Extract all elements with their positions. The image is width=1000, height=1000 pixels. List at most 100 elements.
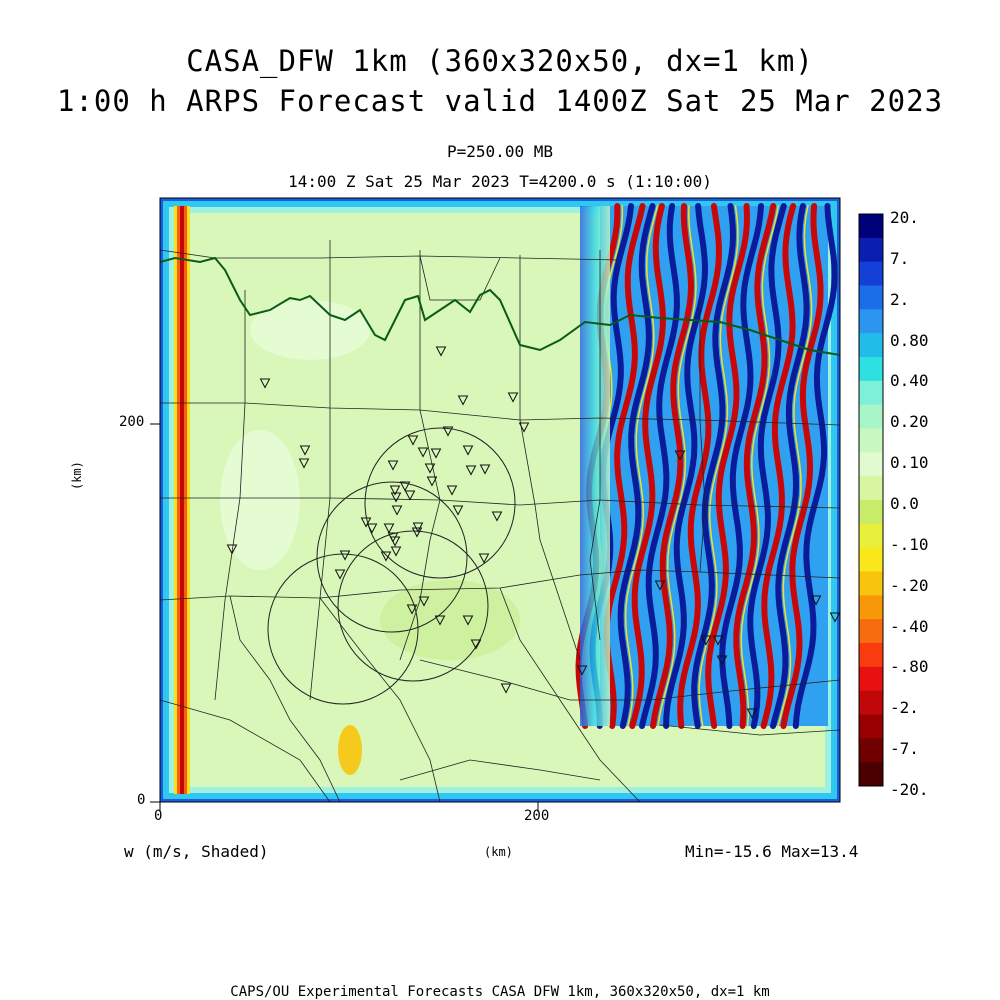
station-triangle-icon xyxy=(417,447,429,458)
station-triangle-icon xyxy=(390,492,402,503)
station-triangle-icon xyxy=(430,448,442,459)
station-triangle-icon xyxy=(407,435,419,446)
gravity-wave-bands xyxy=(575,203,838,729)
red-river-boundary xyxy=(160,256,840,356)
colorbar-swatch xyxy=(859,237,883,263)
colorbar-swatch xyxy=(859,547,883,572)
colorbar-swatch xyxy=(859,214,883,239)
station-triangle-icon xyxy=(406,604,418,615)
colorbar-label: 20. xyxy=(890,208,919,227)
colorbar-label: 7. xyxy=(890,248,910,268)
wave-band xyxy=(657,205,697,727)
wave-band xyxy=(663,203,709,729)
station-triangle-icon xyxy=(339,550,351,561)
colorbar-swatch xyxy=(859,643,883,668)
colorbar-swatch xyxy=(859,285,883,310)
footer-credit: CAPS/OU Experimental Forecasts CASA DFW … xyxy=(230,984,770,1000)
plot-title-line1: CASA_DFW 1km (360x320x50, dx=1 km) xyxy=(186,44,814,78)
colorbar-swatch xyxy=(859,476,883,501)
colorbar-swatch xyxy=(859,404,883,429)
x-tick-0: 0 xyxy=(154,808,163,824)
station-triangle-icon xyxy=(334,569,346,580)
station-triangle-icon xyxy=(380,551,392,562)
wave-band xyxy=(629,203,666,729)
vertical-velocity-field xyxy=(160,198,840,802)
colorbar-swatch xyxy=(859,738,883,763)
station-triangle-icon xyxy=(259,378,271,389)
colorbar-swatch xyxy=(859,619,883,644)
station-triangle-icon xyxy=(299,445,311,456)
county-boundaries xyxy=(160,240,840,802)
station-triangle-icon xyxy=(470,639,482,650)
station-triangle-icon xyxy=(226,544,238,555)
radar-range-rings xyxy=(267,427,516,705)
station-triangle-icon xyxy=(298,458,310,469)
plot-frame xyxy=(159,197,841,803)
colorbar-swatch xyxy=(859,333,883,358)
colorbar-swatch xyxy=(859,762,883,787)
station-triangle-icon xyxy=(411,527,423,538)
wave-band xyxy=(719,203,764,729)
colorbar-swatch xyxy=(859,380,883,406)
colorbar-swatch xyxy=(859,714,883,739)
wave-band xyxy=(747,203,787,729)
station-markers xyxy=(226,346,841,719)
plot-title-line2: 1:00 h ARPS Forecast valid 1400Z Sat 25 … xyxy=(56,84,944,118)
y-tick-0: 0 xyxy=(137,792,146,808)
station-triangle-icon xyxy=(366,523,378,534)
colorbar-label: 0.10 xyxy=(890,453,929,473)
station-triangle-icon xyxy=(457,395,469,406)
station-triangle-icon xyxy=(479,464,491,475)
station-triangle-icon xyxy=(829,612,841,623)
station-triangle-icon xyxy=(435,346,447,357)
station-triangle-icon xyxy=(389,485,401,496)
wave-band xyxy=(792,203,838,729)
colorbar-swatch xyxy=(859,309,883,334)
colorbar-label: -.80 xyxy=(890,657,929,677)
station-triangle-icon xyxy=(434,615,446,626)
field-label: w (m/s, Shaded) xyxy=(124,842,269,861)
station-triangle-icon xyxy=(383,523,395,534)
wave-band xyxy=(740,205,779,727)
wave-band xyxy=(777,205,813,727)
colorbar-frame xyxy=(858,213,884,787)
wave-band xyxy=(677,203,722,729)
station-triangle-icon xyxy=(412,522,424,533)
wave-band xyxy=(617,203,656,729)
colorbar-label: -.20 xyxy=(890,575,929,595)
y-axis-label: (km) xyxy=(70,461,84,490)
station-triangle-icon xyxy=(426,476,438,487)
station-triangle-icon xyxy=(654,580,666,591)
station-triangle-icon xyxy=(746,708,758,719)
wave-band xyxy=(624,205,659,727)
colorbar-label: -20. xyxy=(890,780,929,799)
wave-band xyxy=(760,203,797,729)
colorbar-label: 0.0 xyxy=(890,494,919,513)
wave-band xyxy=(770,203,810,729)
colorbar-label: 0.40 xyxy=(890,371,929,391)
station-triangle-icon xyxy=(404,490,416,501)
colorbar-label: -2. xyxy=(890,698,919,718)
station-triangle-icon xyxy=(399,481,411,492)
station-triangle-icon xyxy=(716,655,728,666)
station-triangle-icon xyxy=(389,536,401,547)
colorbar-swatch xyxy=(859,452,883,477)
station-triangle-icon xyxy=(491,511,503,522)
colorbar-swatch xyxy=(859,690,883,715)
colorbar-label: 2. xyxy=(890,289,910,309)
colorbar-swatch xyxy=(859,571,883,596)
colorbar-swatch xyxy=(859,261,883,286)
y-tick-200: 200 xyxy=(119,414,145,430)
x-tick-200: 200 xyxy=(524,808,550,824)
station-triangle-icon xyxy=(576,665,588,676)
colorbar-label: -.40 xyxy=(890,616,929,636)
station-triangle-icon xyxy=(424,463,436,474)
station-triangle-icon xyxy=(418,596,430,607)
station-triangle-icon xyxy=(478,553,490,564)
wave-band xyxy=(650,203,695,729)
station-triangle-icon xyxy=(518,422,530,433)
station-triangle-icon xyxy=(452,505,464,516)
station-triangle-icon xyxy=(390,546,402,557)
wave-band xyxy=(698,205,739,727)
